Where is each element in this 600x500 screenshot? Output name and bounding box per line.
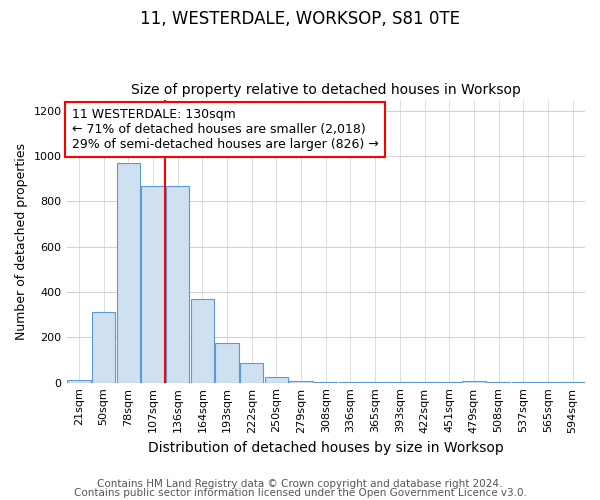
Bar: [191, 299, 214, 382]
Bar: [141, 186, 164, 382]
X-axis label: Distribution of detached houses by size in Worksop: Distribution of detached houses by size …: [148, 441, 503, 455]
Text: 11, WESTERDALE, WORKSOP, S81 0TE: 11, WESTERDALE, WORKSOP, S81 0TE: [140, 10, 460, 28]
Bar: [462, 381, 485, 382]
Bar: [215, 343, 239, 382]
Text: Contains public sector information licensed under the Open Government Licence v3: Contains public sector information licen…: [74, 488, 526, 498]
Bar: [265, 377, 288, 382]
Bar: [166, 186, 190, 382]
Bar: [116, 163, 140, 382]
Title: Size of property relative to detached houses in Worksop: Size of property relative to detached ho…: [131, 83, 521, 97]
Text: Contains HM Land Registry data © Crown copyright and database right 2024.: Contains HM Land Registry data © Crown c…: [97, 479, 503, 489]
Bar: [240, 364, 263, 382]
Bar: [289, 381, 313, 382]
Text: 11 WESTERDALE: 130sqm
← 71% of detached houses are smaller (2,018)
29% of semi-d: 11 WESTERDALE: 130sqm ← 71% of detached …: [72, 108, 379, 151]
Y-axis label: Number of detached properties: Number of detached properties: [15, 142, 28, 340]
Bar: [92, 312, 115, 382]
Bar: [67, 380, 91, 382]
